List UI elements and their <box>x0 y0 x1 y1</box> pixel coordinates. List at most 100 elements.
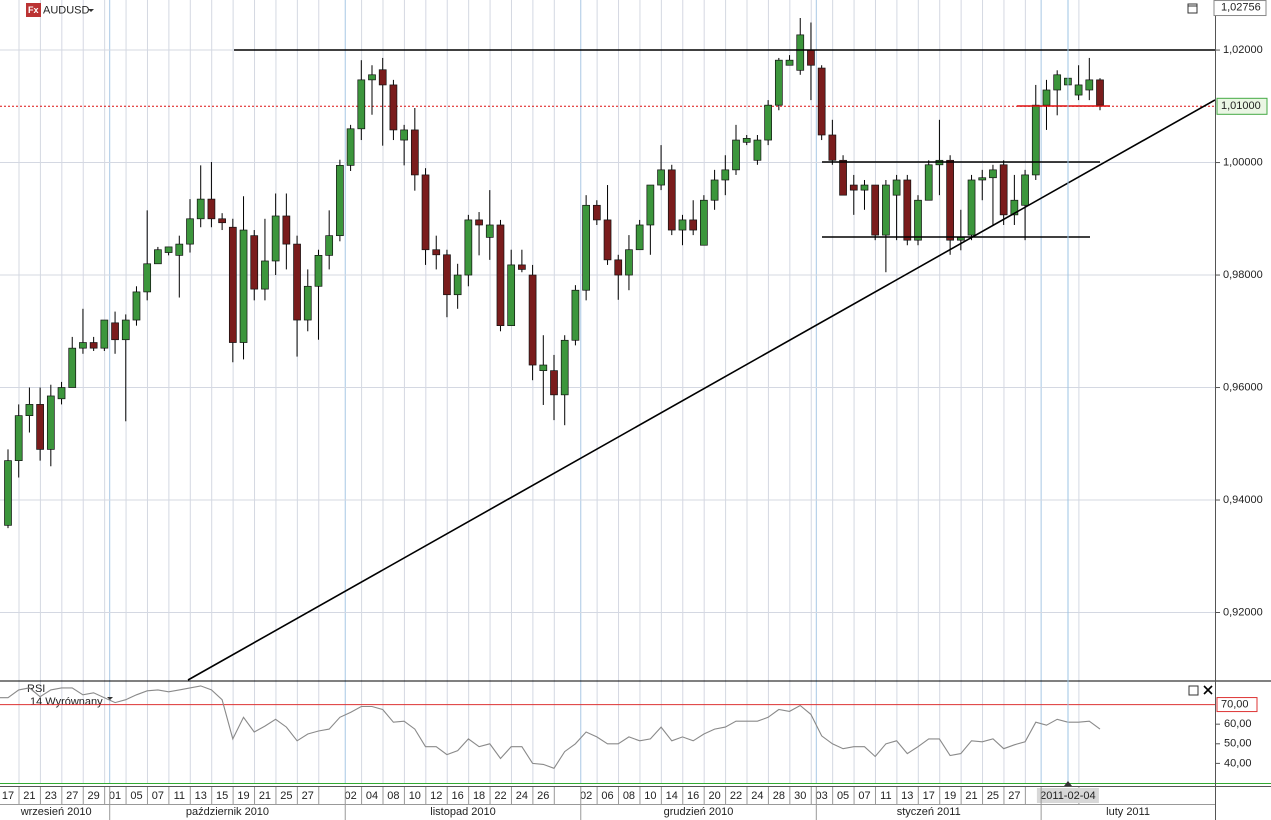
x-tick-label: 07 <box>152 790 164 802</box>
header: Fx AUDUSD <box>26 3 1213 700</box>
candle-body <box>111 322 119 341</box>
candle-body <box>186 218 194 245</box>
x-tick-label: 27 <box>66 790 78 802</box>
candle-body <box>132 291 141 321</box>
candle-body <box>443 254 451 296</box>
candle-body <box>742 138 751 143</box>
candle-body <box>603 219 612 261</box>
candle-body <box>421 174 430 251</box>
candle-body <box>336 165 344 237</box>
x-tick-label: 17 <box>2 790 14 802</box>
month-label: listopad 2010 <box>430 806 495 818</box>
x-tick-label: 11 <box>174 790 185 802</box>
candle-body <box>239 229 248 343</box>
maximize-button[interactable] <box>1187 3 1198 14</box>
x-tick-label: 23 <box>45 790 57 802</box>
trend-line <box>187 99 1215 681</box>
rsi-tick-label: 50,00 <box>1224 738 1252 750</box>
candle-body <box>325 235 334 256</box>
candle-body <box>46 395 55 450</box>
candle-body <box>614 259 623 276</box>
last-price-box <box>1213 0 1267 17</box>
candle-body <box>635 224 644 251</box>
symbol-icon <box>26 3 41 17</box>
candle-body <box>774 59 783 106</box>
candle-body <box>121 319 130 341</box>
rsi-close-button[interactable] <box>1203 685 1213 695</box>
candle-body <box>592 204 601 221</box>
x-tick-label: 05 <box>837 790 849 802</box>
candle-body <box>464 219 473 276</box>
candle-body <box>218 218 226 224</box>
candle-body <box>710 179 719 201</box>
x-tick-label: 18 <box>473 790 485 802</box>
candle-body <box>1042 89 1051 106</box>
x-tick-label: 14 <box>666 790 678 802</box>
rsi-maximize-button[interactable] <box>1188 685 1199 696</box>
candle-body <box>14 415 23 461</box>
candle-body <box>293 243 301 321</box>
level-label: 1,01000 <box>1221 100 1261 112</box>
candle-body <box>1096 79 1104 106</box>
candle-body <box>689 219 698 231</box>
candle-body <box>764 104 772 141</box>
date-axis: 17 21 23 27 29 01 05 07 11 13 15 19 21 25 27 02 04 08 10 12… <box>2 787 1150 820</box>
candle-body <box>1085 79 1094 91</box>
x-tick-label: 02 <box>580 790 592 802</box>
candle-body <box>828 134 837 161</box>
candle-body <box>732 139 740 171</box>
candle-body <box>207 198 216 220</box>
candle-body <box>796 34 805 71</box>
candle-body <box>496 224 505 327</box>
candle-body <box>400 129 408 141</box>
candle-body <box>303 285 312 321</box>
x-tick-label: 13 <box>901 790 913 802</box>
candle-body <box>164 246 173 253</box>
candle-body <box>378 69 387 86</box>
candle-body <box>903 179 912 241</box>
x-tick-label: 26 <box>537 790 549 802</box>
x-tick-label: 30 <box>794 790 806 802</box>
candle-body <box>346 128 355 166</box>
candle-body <box>1031 104 1040 176</box>
x-tick-label: 12 <box>430 790 442 802</box>
rsi-dropdown[interactable] <box>107 697 113 700</box>
candle-body <box>143 263 152 293</box>
candle-body <box>678 219 687 231</box>
x-tick-label: 19 <box>944 790 956 802</box>
y-tick-label: 1,00000 <box>1223 156 1263 168</box>
crosshair-marker <box>1064 781 1072 786</box>
y-tick-label: 0,96000 <box>1223 381 1263 393</box>
candle-body <box>882 184 890 236</box>
candle-body <box>667 169 676 231</box>
candle-body <box>560 339 569 396</box>
symbol[interactable]: AUDUSD <box>43 4 90 16</box>
month-label: wrzesień 2010 <box>20 806 92 818</box>
x-tick-label: 07 <box>858 790 870 802</box>
candle-body <box>453 274 462 296</box>
x-tick-label: 24 <box>516 790 528 802</box>
rsi-line <box>0 685 1101 769</box>
x-tick-label: 28 <box>773 790 785 802</box>
x-tick-label: 16 <box>452 790 464 802</box>
x-tick-label: 27 <box>1008 790 1020 802</box>
candle-body <box>1074 84 1083 96</box>
x-tick-label: 2011-02-04 <box>1040 790 1095 802</box>
candle-body <box>914 199 922 241</box>
x-tick-label: 10 <box>409 790 421 802</box>
candle-body <box>79 342 87 349</box>
x-tick-label: 01 <box>109 790 121 802</box>
symbol-icon-text: Fx <box>28 5 39 15</box>
drawings <box>187 49 1215 681</box>
y-tick-label: 0,92000 <box>1223 606 1263 618</box>
candle-body <box>721 169 730 181</box>
x-tick-label: 21 <box>259 790 271 802</box>
candle-body <box>475 219 483 226</box>
symbol-dropdown[interactable] <box>88 9 94 12</box>
candle-body <box>817 67 826 136</box>
candle-body <box>432 249 441 256</box>
x-tick-label: 13 <box>195 790 207 802</box>
candle-body <box>924 164 933 201</box>
